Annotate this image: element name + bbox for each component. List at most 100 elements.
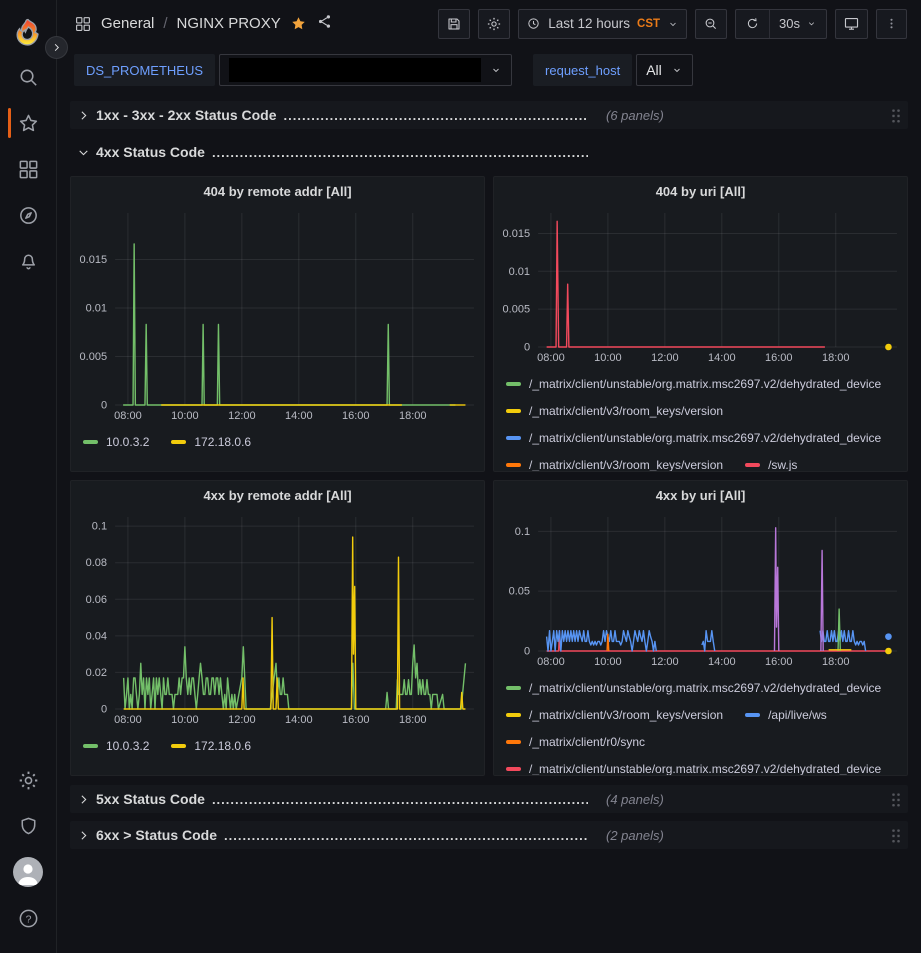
sidebar-item-server-admin[interactable]: [0, 803, 57, 849]
x-axis-tick-label: 14:00: [708, 352, 736, 364]
panel-title[interactable]: 4xx by uri [All]: [655, 487, 746, 503]
variables-bar: DS_PROMETHEUS request_host All: [57, 47, 921, 97]
x-axis-tick-label: 16:00: [765, 352, 793, 364]
panel-title[interactable]: 4xx by remote addr [All]: [203, 487, 352, 503]
sidebar-item-explore[interactable]: [0, 192, 57, 238]
zoom-out-time-button[interactable]: [695, 8, 728, 39]
sidebar-item-help[interactable]: ?: [0, 895, 57, 941]
favorite-star-button[interactable]: [290, 15, 307, 32]
request-host-select[interactable]: All: [636, 54, 693, 86]
legend-row: 10.0.3.2 172.18.0.6: [83, 428, 476, 455]
legend-item[interactable]: /_matrix/client/unstable/org.matrix.msc2…: [506, 762, 881, 775]
time-range-picker[interactable]: Last 12 hours CST: [518, 8, 688, 39]
series-line: [122, 644, 467, 710]
row-5xx-status-code[interactable]: 5xx Status Code.........................…: [70, 785, 908, 813]
sidebar-expand-button[interactable]: [45, 36, 68, 59]
y-axis-tick-label: 0.1: [515, 526, 530, 538]
legend-label: 172.18.0.6: [194, 738, 252, 753]
x-axis-tick-label: 16:00: [342, 714, 370, 726]
timezone-label: CST: [637, 17, 661, 30]
series-line: [123, 536, 466, 710]
refresh-interval-dropdown[interactable]: 30s: [769, 9, 826, 38]
leader-dots: ........................................…: [224, 828, 588, 843]
gear-icon: [488, 17, 501, 30]
row-drag-handle[interactable]: [891, 791, 901, 807]
sidebar-item-configuration[interactable]: [0, 757, 57, 803]
breadcrumb-dashboard-title[interactable]: NGINX PROXY: [176, 15, 281, 32]
legend-swatch: [171, 743, 187, 748]
avatar-icon: [13, 857, 43, 887]
panel-chart[interactable]: 0 0.02 0.04 0.06 0.08 0.1 08:00 10:00 12:00 14:00…: [71, 509, 484, 729]
x-axis-tick-label: 08:00: [537, 352, 565, 364]
row-title: 4xx Status Code: [96, 144, 205, 160]
legend-label: /_matrix/client/unstable/org.matrix.msc2…: [529, 430, 882, 445]
legend-item[interactable]: /_matrix/client/unstable/org.matrix.msc2…: [506, 377, 881, 391]
y-axis-tick-label: 0.05: [509, 586, 530, 598]
legend-item[interactable]: 10.0.3.2: [83, 739, 149, 753]
variable-label-ds-prometheus[interactable]: DS_PROMETHEUS: [74, 54, 216, 86]
legend-row: 10.0.3.2 172.18.0.6: [83, 732, 476, 759]
legend-item[interactable]: /_matrix/client/v3/room_keys/version: [506, 708, 723, 722]
chevron-right-icon: [81, 794, 87, 804]
sidebar-item-alerting[interactable]: [0, 238, 57, 284]
sidebar-item-starred[interactable]: [0, 100, 57, 146]
legend-swatch: [506, 766, 521, 771]
row-panel-count: (6 panels): [606, 107, 664, 123]
row-drag-handle[interactable]: [891, 107, 901, 123]
legend-item[interactable]: /_matrix/client/v3/room_keys/version: [506, 458, 723, 471]
chevron-right-icon: [81, 830, 87, 840]
legend-item[interactable]: /_matrix/client/v3/room_keys/version: [506, 404, 723, 418]
legend-item[interactable]: 10.0.3.2: [83, 435, 149, 449]
chevron-down-icon: [673, 68, 680, 73]
legend-item[interactable]: /sw.js: [745, 458, 797, 471]
legend-swatch: [506, 712, 521, 717]
legend-swatch: [83, 439, 98, 444]
dashboards-grid-icon: [19, 160, 37, 178]
x-axis-tick-label: 12:00: [228, 714, 256, 726]
datasource-select[interactable]: [219, 54, 513, 86]
panel-title[interactable]: 404 by uri [All]: [655, 183, 746, 199]
share-dashboard-button[interactable]: [316, 13, 333, 34]
row-1xx-3xx-2xx-status-code[interactable]: 1xx - 3xx - 2xx Status Code.............…: [70, 101, 908, 129]
save-dashboard-button[interactable]: [438, 8, 471, 39]
series-point: [885, 647, 892, 655]
legend-item[interactable]: /_matrix/client/unstable/org.matrix.msc2…: [506, 681, 881, 695]
legend-item[interactable]: 172.18.0.6: [171, 739, 251, 753]
x-axis-tick-label: 12:00: [651, 656, 679, 668]
request-host-value: All: [646, 62, 662, 78]
panel-legend: /_matrix/client/unstable/org.matrix.msc2…: [494, 671, 907, 775]
panel-chart[interactable]: 0 0.005 0.01 0.015 08:00 10:00 12:00 14:00 16:00…: [494, 205, 907, 367]
legend-item[interactable]: /_matrix/client/unstable/org.matrix.msc2…: [506, 431, 881, 445]
legend-row: /_matrix/client/v3/room_keys/version/api…: [506, 701, 899, 728]
panel-legend: 10.0.3.2 172.18.0.6: [71, 729, 484, 759]
x-axis-tick-label: 10:00: [594, 352, 622, 364]
legend-item[interactable]: 172.18.0.6: [171, 435, 251, 449]
sidebar-item-dashboards[interactable]: [0, 146, 57, 192]
more-options-button[interactable]: [876, 8, 907, 39]
variable-label-request-host[interactable]: request_host: [533, 54, 633, 86]
row-4xx-status-code[interactable]: 4xx Status Code.........................…: [70, 137, 908, 167]
leader-dots: ........................................…: [211, 145, 588, 160]
row-6xx-status-code[interactable]: 6xx > Status Code.......................…: [70, 821, 908, 849]
grafana-logo[interactable]: [0, 10, 57, 54]
y-axis-tick-label: 0.04: [86, 630, 107, 642]
row-drag-handle[interactable]: [891, 827, 901, 843]
legend-item[interactable]: /_matrix/client/r0/sync: [506, 735, 645, 749]
panel-title[interactable]: 404 by remote addr [All]: [203, 183, 352, 199]
save-icon: [448, 17, 460, 30]
y-axis-tick-label: 0: [101, 704, 107, 716]
cycle-view-mode-button[interactable]: [835, 8, 868, 39]
breadcrumb-folder[interactable]: General: [101, 15, 155, 32]
panel-chart[interactable]: 0 0.005 0.01 0.015 08:00 10:00 12:00 14:00 16:00…: [71, 205, 484, 425]
user-avatar[interactable]: [0, 849, 57, 895]
panel-chart[interactable]: 0 0.05 0.1 08:00 10:00 12:00 14:00 16:00 18:00: [494, 509, 907, 671]
refresh-button[interactable]: [736, 10, 769, 38]
y-axis-tick-label: 0.02: [86, 667, 107, 679]
star-filled-icon: [292, 17, 305, 30]
y-axis-tick-label: 0.01: [509, 266, 530, 278]
row-title: 5xx Status Code: [96, 791, 205, 807]
sidebar-item-search[interactable]: [0, 54, 57, 100]
legend-item[interactable]: /api/live/ws: [745, 708, 827, 722]
row-title: 1xx - 3xx - 2xx Status Code: [96, 107, 277, 123]
dashboard-settings-button[interactable]: [478, 8, 511, 39]
